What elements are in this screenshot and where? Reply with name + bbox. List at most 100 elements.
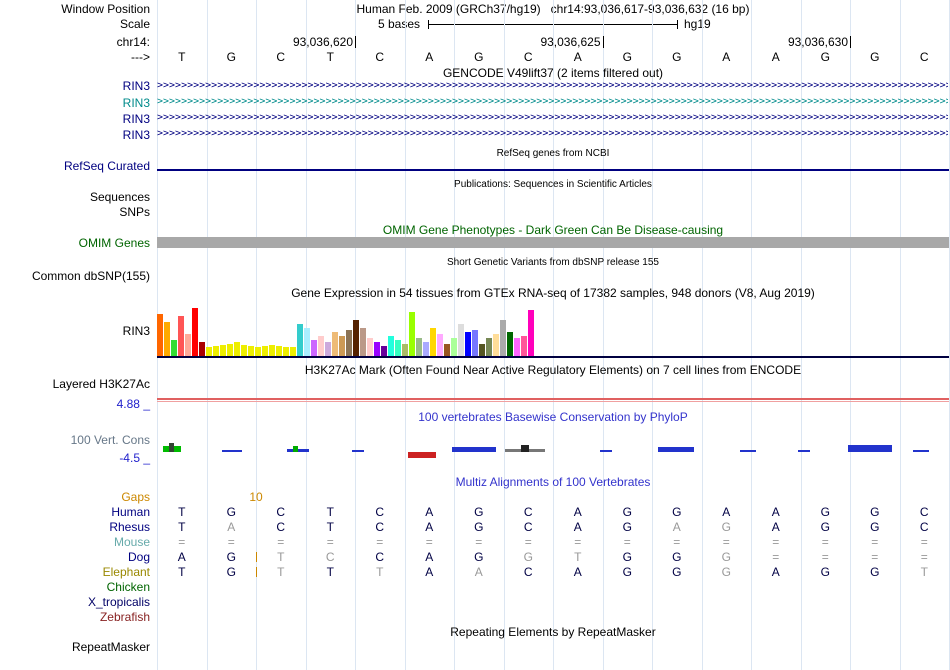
label-layered-h3k27ac[interactable]: Layered H3K27Ac xyxy=(52,377,150,391)
h3k27ac-signal-line[interactable] xyxy=(157,398,949,400)
base-letter: A xyxy=(573,50,582,64)
alignment-base-elephant: G xyxy=(721,565,731,579)
alignment-base-elephant: T xyxy=(178,565,186,579)
label-elephant[interactable]: Elephant xyxy=(102,565,150,579)
label-snps[interactable]: SNPs xyxy=(119,205,150,219)
scale-bar-text: 5 bases xyxy=(377,17,420,31)
gtex-expression-bar xyxy=(521,336,527,356)
alignment-base-elephant: G xyxy=(622,565,632,579)
track-title-gene-expression-in-54-tissues-from-gtex-[interactable]: Gene Expression in 54 tissues from GTEx … xyxy=(291,286,815,300)
gtex-expression-bar xyxy=(479,344,485,356)
alignment-base-human: G xyxy=(672,505,682,519)
track-title-multiz-alignments-of-100-vertebrates[interactable]: Multiz Alignments of 100 Vertebrates xyxy=(455,475,651,489)
gtex-expression-bar xyxy=(318,336,324,356)
gtex-expression-bar xyxy=(500,320,506,356)
base-letter: A xyxy=(771,50,780,64)
phylop-mark xyxy=(287,449,309,452)
coordinate-tick xyxy=(355,36,356,48)
track-title-repeating-elements-by-repeatmasker[interactable]: Repeating Elements by RepeatMasker xyxy=(450,625,656,639)
label-zebrafish[interactable]: Zebrafish xyxy=(99,610,150,624)
grid-line xyxy=(850,0,851,670)
gencode-transcript-row[interactable]: >>>>>>>>>>>>>>>>>>>>>>>>>>>>>>>>>>>>>>>>… xyxy=(157,112,948,123)
track-title-h3k27ac-mark-often-found-near-active-reg[interactable]: H3K27Ac Mark (Often Found Near Active Re… xyxy=(304,363,802,377)
gencode-transcript-row[interactable]: >>>>>>>>>>>>>>>>>>>>>>>>>>>>>>>>>>>>>>>>… xyxy=(157,128,948,139)
phylop-mark xyxy=(293,446,298,452)
grid-line xyxy=(751,0,752,670)
gtex-expression-bar xyxy=(234,342,240,356)
label-window-position: Window Position xyxy=(61,2,150,16)
base-letter: G xyxy=(226,50,236,64)
alignment-base-dog: = xyxy=(871,550,879,564)
coordinate-tick xyxy=(850,36,851,48)
label-refseq-curated[interactable]: RefSeq Curated xyxy=(63,159,150,173)
gencode-transcript-row[interactable]: >>>>>>>>>>>>>>>>>>>>>>>>>>>>>>>>>>>>>>>>… xyxy=(157,80,948,91)
gtex-expression-bar xyxy=(213,346,219,356)
label-rin3[interactable]: RIN3 xyxy=(122,112,150,126)
label-x-tropicalis[interactable]: X_tropicalis xyxy=(87,595,150,609)
alignment-base-human: C xyxy=(375,505,385,519)
phylop-mark xyxy=(913,450,929,452)
label-100-vert-cons[interactable]: 100 Vert. Cons xyxy=(70,433,150,447)
assembly-short-label: hg19 xyxy=(684,17,711,31)
gtex-expression-bar xyxy=(353,320,359,356)
base-letter: C xyxy=(375,50,385,64)
grid-line xyxy=(652,0,653,670)
gtex-expression-bar xyxy=(444,344,450,356)
label-dog[interactable]: Dog xyxy=(127,550,150,564)
grid-line xyxy=(256,0,257,670)
alignment-base-rhesus: T xyxy=(178,520,186,534)
track-title-omim-gene-phenotypes-dark-green-can-be-d[interactable]: OMIM Gene Phenotypes - Dark Green Can Be… xyxy=(382,223,724,237)
gtex-expression-bar xyxy=(255,347,261,356)
alignment-base-rhesus: C xyxy=(523,520,533,534)
alignment-base-mouse: = xyxy=(475,535,483,549)
label-common-dbsnp-155-[interactable]: Common dbSNP(155) xyxy=(31,269,150,283)
label-sequences[interactable]: Sequences xyxy=(89,190,150,204)
gencode-transcript-row[interactable]: >>>>>>>>>>>>>>>>>>>>>>>>>>>>>>>>>>>>>>>>… xyxy=(157,96,948,107)
coordinate-tick xyxy=(602,36,604,48)
label-chicken[interactable]: Chicken xyxy=(106,580,150,594)
position-range-text: chr14:93,036,617-93,036,632 (16 bp) xyxy=(550,2,750,16)
label-rin3[interactable]: RIN3 xyxy=(122,128,150,142)
label-mouse[interactable]: Mouse xyxy=(113,535,150,549)
alignment-base-rhesus: T xyxy=(326,520,334,534)
alignment-base-human: G xyxy=(870,505,880,519)
label-repeatmasker[interactable]: RepeatMasker xyxy=(71,640,150,654)
label-rin3[interactable]: RIN3 xyxy=(122,96,150,110)
track-title-gencode-v49lift37-2-items-filtered-out-[interactable]: GENCODE V49lift37 (2 items filtered out) xyxy=(442,66,664,80)
track-title-short-genetic-variants-from-dbsnp-releas[interactable]: Short Genetic Variants from dbSNP releas… xyxy=(447,257,659,268)
refseq-gene-line[interactable] xyxy=(157,169,949,171)
gtex-expression-bar xyxy=(311,340,317,356)
track-title-refseq-genes-from-ncbi[interactable]: RefSeq genes from NCBI xyxy=(496,148,610,159)
alignment-base-rhesus: G xyxy=(721,520,731,534)
gtex-expression-bar xyxy=(227,344,233,356)
omim-genes-bar[interactable] xyxy=(157,237,949,248)
alignment-base-dog: G xyxy=(474,550,484,564)
alignment-base-rhesus: A xyxy=(573,520,582,534)
gtex-expression-bar xyxy=(157,314,163,356)
alignment-base-mouse: = xyxy=(524,535,532,549)
alignment-base-elephant: C xyxy=(523,565,533,579)
label-rin3[interactable]: RIN3 xyxy=(122,79,150,93)
label-rhesus[interactable]: Rhesus xyxy=(109,520,150,534)
gtex-expression-bar xyxy=(458,324,464,356)
label-rin3[interactable]: RIN3 xyxy=(122,324,150,338)
track-title-100-vertebrates-basewise-conservation-by[interactable]: 100 vertebrates Basewise Conservation by… xyxy=(418,410,688,424)
alignment-base-human: T xyxy=(178,505,186,519)
label-human[interactable]: Human xyxy=(111,505,150,519)
label-gaps[interactable]: Gaps xyxy=(121,490,150,504)
label-omim-genes[interactable]: OMIM Genes xyxy=(78,236,150,250)
alignment-base-mouse: = xyxy=(722,535,730,549)
gtex-expression-bar xyxy=(409,312,415,356)
track-title-publications-sequences-in-scientific-art[interactable]: Publications: Sequences in Scientific Ar… xyxy=(454,179,652,190)
gtex-expression-bar xyxy=(332,332,338,356)
alignment-base-dog: C xyxy=(325,550,335,564)
gtex-expression-bar xyxy=(528,310,534,356)
alignment-base-dog: = xyxy=(821,550,829,564)
base-letter: G xyxy=(672,50,682,64)
gtex-baseline xyxy=(157,356,949,358)
grid-line xyxy=(602,0,604,670)
phylop-mark xyxy=(848,445,892,452)
alignment-base-rhesus: A xyxy=(771,520,780,534)
alignment-base-dog: G xyxy=(523,550,533,564)
alignment-base-human: C xyxy=(523,505,533,519)
